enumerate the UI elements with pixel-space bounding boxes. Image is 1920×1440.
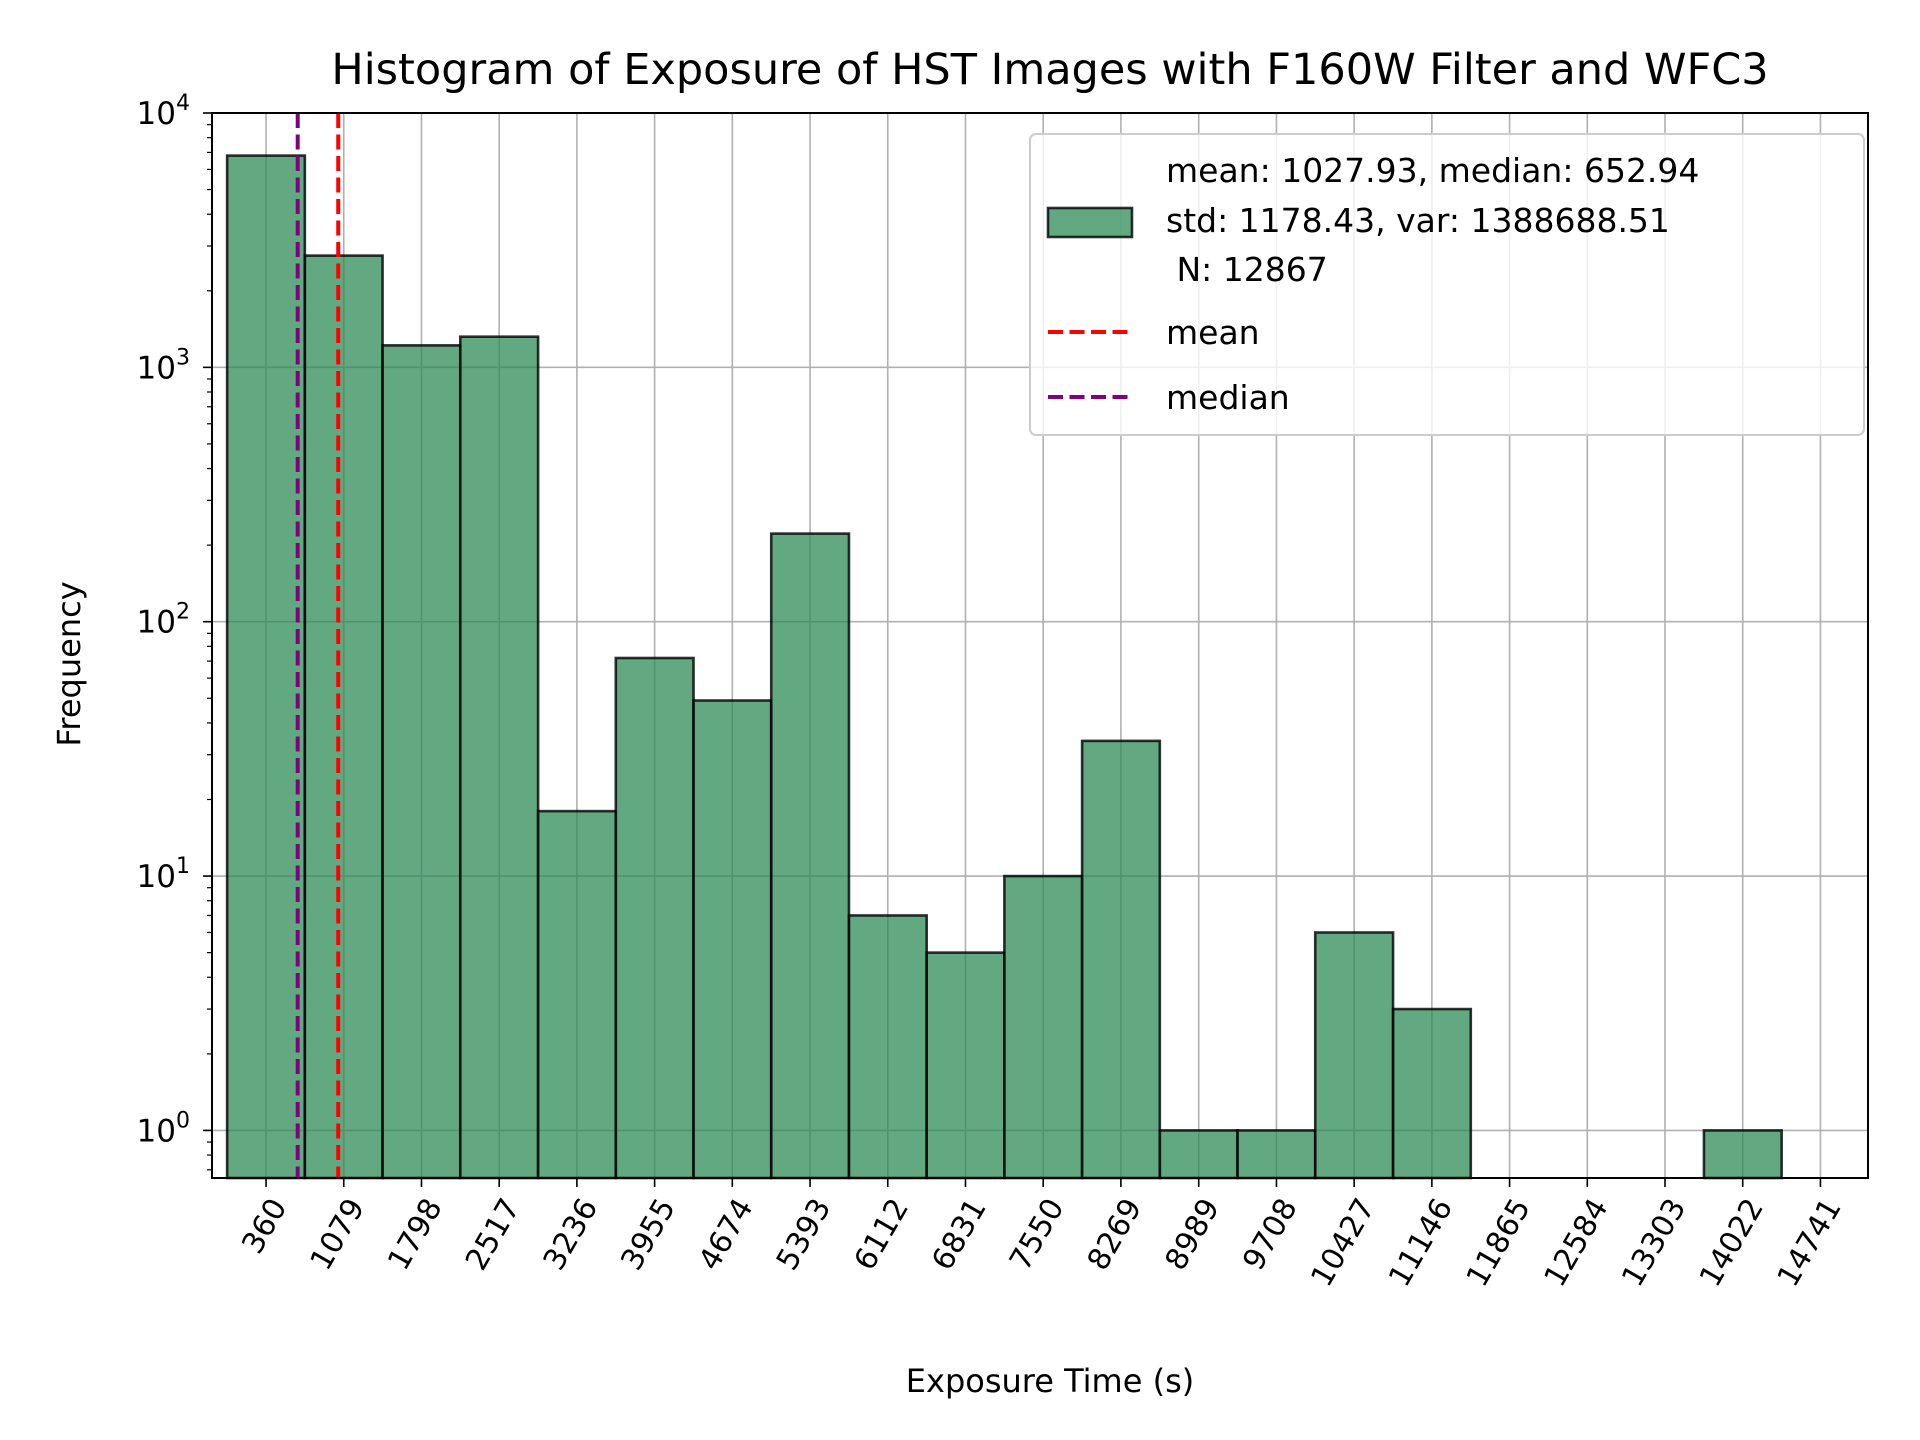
histogram-bar: [769, 532, 851, 1180]
histogram-bar: [536, 809, 618, 1180]
y-tick-exponent: 3: [176, 345, 190, 370]
histogram-bar: [381, 344, 462, 1180]
legend-stats-line: mean: 1027.93, median: 652.94: [1166, 151, 1699, 190]
histogram-bar: [1003, 874, 1084, 1180]
legend-box: [1029, 133, 1865, 436]
y-tick-base: 10: [137, 350, 176, 386]
y-tick-label: 103: [137, 345, 190, 386]
y-tick-base: 10: [137, 859, 176, 895]
y-axis-label: Frequency: [50, 581, 88, 746]
y-tick-exponent: 1: [176, 854, 190, 879]
legend-mean-label: mean: [1166, 313, 1260, 352]
reference-lines: [295, 113, 341, 1178]
histogram-bar: [692, 699, 773, 1180]
x-axis-label: Exposure Time (s): [906, 1362, 1194, 1400]
histogram-bar: [614, 656, 695, 1180]
histogram-bar: [1391, 1007, 1473, 1180]
y-tick-label: 100: [137, 1108, 190, 1149]
histogram-bar: [225, 154, 307, 1180]
plot-frame: [211, 112, 1869, 1179]
y-tick-exponent: 0: [176, 1108, 190, 1133]
bars-layer: [225, 154, 1783, 1180]
histogram-bar: [925, 951, 1006, 1180]
histogram-bar: [303, 254, 384, 1180]
histogram-bar: [847, 914, 928, 1180]
histogram-bar: [1236, 1129, 1317, 1180]
chart-title: Histogram of Exposure of HST Images with…: [331, 45, 1768, 95]
y-tick-exponent: 2: [176, 600, 190, 625]
legend: mean: 1027.93, median: 652.94 std: 1178.4…: [1029, 133, 1865, 436]
y-tick-base: 10: [137, 1113, 176, 1149]
legend-patch-swatch: [1046, 206, 1134, 239]
histogram-bar: [1158, 1129, 1239, 1180]
y-tick-label: 101: [137, 854, 190, 895]
histogram-bar: [458, 335, 540, 1180]
histogram-bar: [1080, 739, 1162, 1180]
y-tick-label: 104: [137, 91, 190, 132]
y-tick-base: 10: [137, 605, 176, 641]
y-tick-label: 102: [137, 600, 190, 641]
legend-stats-line: std: 1178.43, var: 1388688.51: [1166, 201, 1670, 240]
histogram-bar: [1702, 1129, 1783, 1180]
legend-stats-line: N: 12867: [1166, 250, 1328, 289]
legend-median-label: median: [1166, 378, 1290, 417]
y-tick-exponent: 4: [176, 91, 190, 116]
histogram-bar: [1313, 931, 1395, 1180]
y-tick-base: 10: [137, 96, 176, 132]
